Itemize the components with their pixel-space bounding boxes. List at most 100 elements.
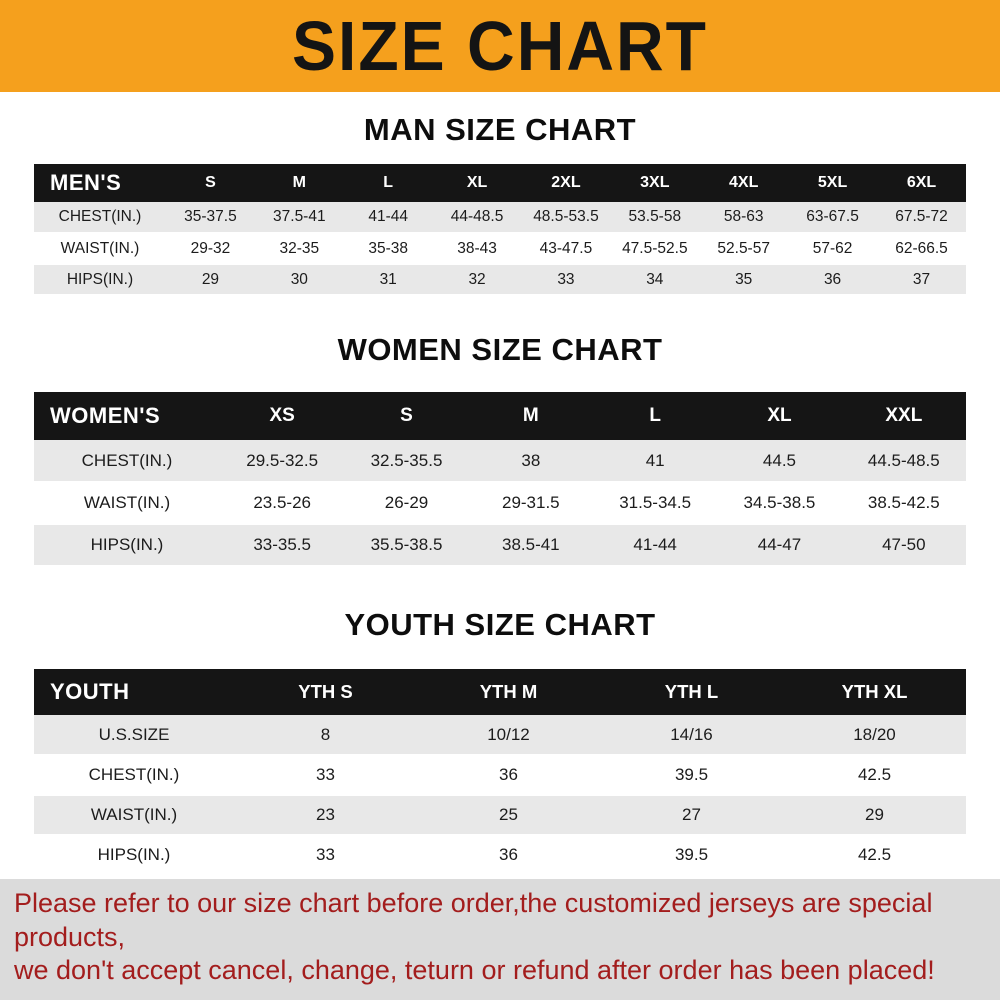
size-value-cell: 8 xyxy=(320,724,331,744)
size-column-header: XL xyxy=(432,164,522,202)
size-value-cell: 34.5-38.5 xyxy=(743,493,816,512)
size-column-header: XL xyxy=(717,392,842,440)
table-header-row: MEN'S S M L XL 2XL 3XL 4XL 5XL 6XL xyxy=(34,164,966,202)
size-value-cell: 37 xyxy=(912,270,931,288)
table-row: CHEST(IN.) 29.5-32.5 32.5-35.5 38 41 44.5 44.5… xyxy=(34,440,966,482)
size-value-cell: 29.5-32.5 xyxy=(246,450,319,470)
women-size-chart-section: WOMEN SIZE CHART WOMEN'S XS S M L XL XXL CHEST(… xyxy=(0,332,1000,567)
table-row: WAIST(IN.) 23.5-26 26-29 29-31.5 31.5-34.5 34… xyxy=(34,482,966,524)
size-value-cell: 47-50 xyxy=(882,535,926,554)
size-value-cell: 41 xyxy=(645,450,665,470)
size-column-header: 5XL xyxy=(788,164,877,202)
size-value-cell: 43-47.5 xyxy=(539,239,593,257)
table-header-row: WOMEN'S XS S M L XL XXL xyxy=(34,392,966,440)
size-value-cell: 29 xyxy=(865,805,884,824)
size-value-cell: 38.5-41 xyxy=(501,535,560,554)
size-column-header: XS xyxy=(220,392,345,440)
size-value-cell: 31 xyxy=(379,270,397,288)
size-column-header: 6XL xyxy=(877,164,966,202)
size-value-cell: 58-63 xyxy=(723,208,764,225)
size-value-cell: 32-35 xyxy=(279,239,320,257)
size-value-cell: 35 xyxy=(735,270,753,288)
size-value-cell: 41-44 xyxy=(633,535,677,554)
table-row: HIPS(IN.) 29 30 31 32 33 34 35 36 37 xyxy=(34,264,966,295)
size-value-cell: 29-32 xyxy=(190,239,231,257)
table-row: U.S.SIZE 8 10/12 14/16 18/20 xyxy=(34,715,966,755)
size-value-cell: 53.5-58 xyxy=(628,208,682,225)
youth-size-table: YOUTH YTH S YTH M YTH L YTH XL U.S.SIZE 8 10/12… xyxy=(34,669,966,876)
youth-size-chart-section: YOUTH SIZE CHART YOUTH YTH S YTH M YTH L YTH… xyxy=(0,607,1000,876)
banner: SIZE CHART xyxy=(0,0,1000,92)
disclaimer: Please refer to our size chart before or… xyxy=(0,878,1000,1000)
size-value-cell: 29 xyxy=(201,270,220,288)
size-value-cell: 35.5-38.5 xyxy=(370,535,443,554)
size-value-cell: 33 xyxy=(557,270,575,288)
size-value-cell: 44.5 xyxy=(762,450,797,470)
size-column-header: 4XL xyxy=(699,164,789,202)
size-value-cell: 47.5-52.5 xyxy=(622,239,688,257)
size-value-cell: 30 xyxy=(290,270,308,288)
size-value-cell: 27 xyxy=(682,805,701,824)
page-title: SIZE CHART xyxy=(292,7,708,85)
size-value-cell: 23 xyxy=(316,805,335,824)
size-column-header: S xyxy=(344,392,469,440)
size-value-cell: 33-35.5 xyxy=(253,535,311,554)
man-size-chart-heading: MAN SIZE CHART xyxy=(363,112,637,147)
women-size-table: WOMEN'S XS S M L XL XXL CHEST(IN.) 29.5-32.5 32.5… xyxy=(34,392,966,567)
size-value-cell: 36 xyxy=(499,765,518,784)
measurement-label: WAIST(IN.) xyxy=(83,493,171,512)
man-size-chart-section: MAN SIZE CHART MEN'S S M L XL 2XL 3XL 4XL 5XL 6XL… xyxy=(0,112,1000,296)
size-value-cell: 38.5-42.5 xyxy=(867,493,940,512)
size-value-cell: 52.5-57 xyxy=(717,239,770,257)
measurement-label: HIPS(IN.) xyxy=(66,270,134,288)
size-column-header: 3XL xyxy=(610,164,700,202)
size-column-header: 2XL xyxy=(521,164,611,202)
size-value-cell: 48.5-53.5 xyxy=(533,208,599,225)
disclaimer-line-1: Please refer to our size chart before or… xyxy=(14,887,933,952)
size-charts: MAN SIZE CHART MEN'S S M L XL 2XL 3XL 4XL 5XL 6XL… xyxy=(0,92,1000,876)
size-value-cell: 37.5-41 xyxy=(273,208,326,225)
size-value-cell: 42.5 xyxy=(857,765,892,784)
size-value-cell: 41-44 xyxy=(368,208,409,225)
size-value-cell: 39.5 xyxy=(674,765,709,784)
size-value-cell: 36 xyxy=(499,845,518,864)
size-value-cell: 29-31.5 xyxy=(501,493,560,512)
size-value-cell: 32 xyxy=(468,270,486,288)
measurement-label: WAIST(IN.) xyxy=(60,239,140,257)
table-title-cell: YOUTH xyxy=(34,669,234,715)
size-value-cell: 57-62 xyxy=(812,239,853,257)
size-column-header: M xyxy=(468,392,593,440)
women-size-chart-heading: WOMEN SIZE CHART xyxy=(337,332,663,367)
size-value-cell: 32.5-35.5 xyxy=(370,450,443,470)
table-row: CHEST(IN.) 35-37.5 37.5-41 41-44 44-48.5 48.5… xyxy=(34,202,966,233)
size-value-cell: 44-47 xyxy=(757,535,802,554)
size-value-cell: 10/12 xyxy=(487,724,530,744)
table-row: WAIST(IN.) 23 25 27 29 xyxy=(34,795,966,835)
size-value-cell: 67.5-72 xyxy=(895,208,948,225)
size-column-header: S xyxy=(166,164,255,202)
size-value-cell: 38-43 xyxy=(457,239,497,257)
measurement-label: HIPS(IN.) xyxy=(90,535,164,554)
men-size-table: MEN'S S M L XL 2XL 3XL 4XL 5XL 6XL CHEST(IN.) 35-37… xyxy=(34,164,966,296)
size-column-header: YTH S xyxy=(234,669,417,715)
size-value-cell: 14/16 xyxy=(670,724,713,744)
size-value-cell: 23.5-26 xyxy=(253,493,311,512)
youth-size-chart-heading: YOUTH SIZE CHART xyxy=(344,607,656,642)
size-value-cell: 62-66.5 xyxy=(895,239,948,257)
table-title-cell: MEN'S xyxy=(34,164,166,202)
size-column-header: YTH XL xyxy=(783,669,966,715)
size-column-header: L xyxy=(343,164,433,202)
size-column-header: L xyxy=(592,392,718,440)
size-value-cell: 35-37.5 xyxy=(184,208,237,225)
measurement-label: CHEST(IN.) xyxy=(81,450,173,470)
size-value-cell: 36 xyxy=(823,270,842,288)
size-value-cell: 33 xyxy=(316,845,335,864)
size-column-header: M xyxy=(254,164,344,202)
size-value-cell: 44.5-48.5 xyxy=(867,450,940,470)
size-value-cell: 39.5 xyxy=(674,845,709,864)
size-value-cell: 25 xyxy=(499,805,518,824)
size-value-cell: 31.5-34.5 xyxy=(619,493,692,512)
size-value-cell: 18/20 xyxy=(853,724,896,744)
measurement-label: CHEST(IN.) xyxy=(58,208,142,225)
measurement-label: U.S.SIZE xyxy=(98,724,170,744)
